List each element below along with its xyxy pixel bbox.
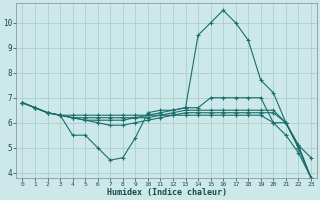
X-axis label: Humidex (Indice chaleur): Humidex (Indice chaleur) [107, 188, 227, 197]
